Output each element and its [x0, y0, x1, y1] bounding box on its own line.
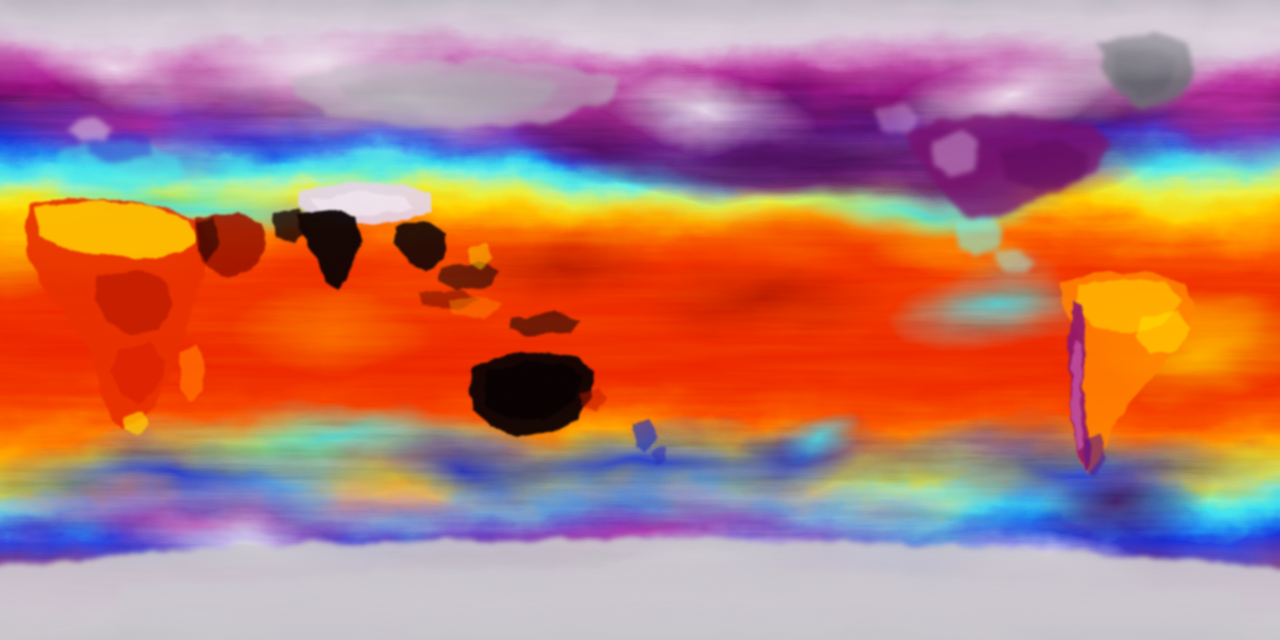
pixel-grain — [0, 0, 1280, 640]
global-temperature-map: Global Surface Air Temperature degrees C… — [0, 0, 1280, 640]
